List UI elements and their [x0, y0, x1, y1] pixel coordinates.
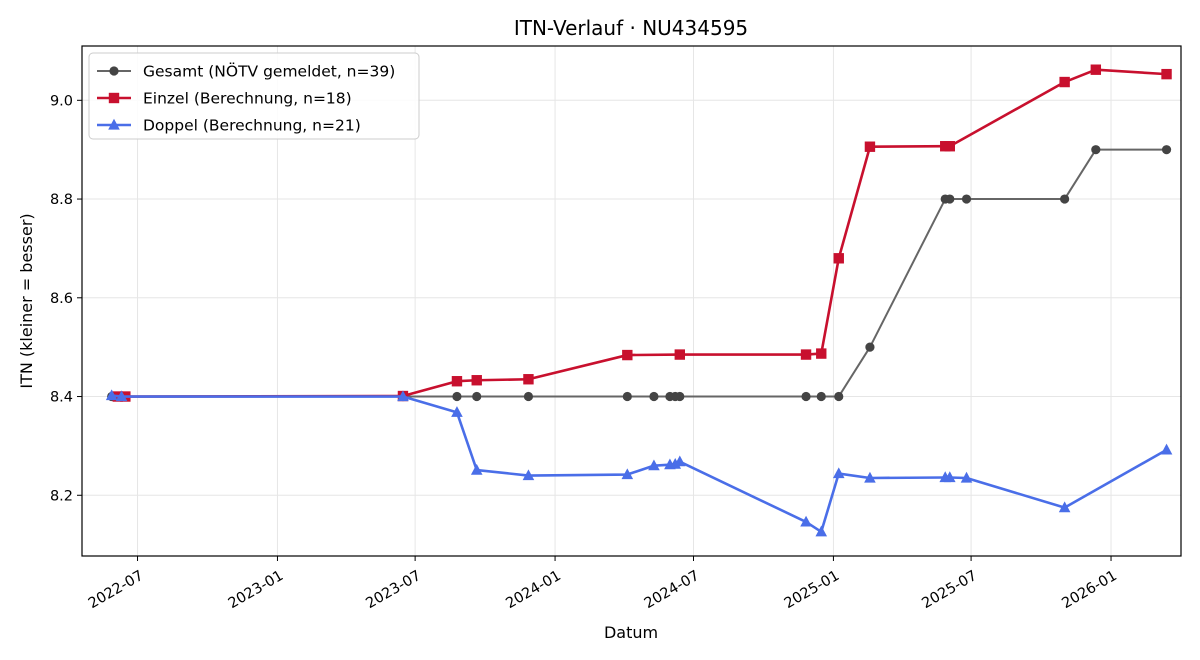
data-point [622, 391, 632, 402]
data-point [834, 391, 844, 402]
y-tick-label: 8.8 [50, 192, 73, 208]
data-point [673, 455, 686, 467]
data-point [961, 194, 972, 204]
legend: Gesamt (NÖTV gemeldet, n=39) Einzel (Bere… [88, 52, 420, 140]
series-1 [107, 145, 1172, 402]
data-point [816, 348, 827, 359]
legend-label: Einzel (Berechnung, n=18) [143, 90, 352, 108]
data-point [105, 389, 118, 401]
series-layer [105, 64, 1173, 537]
plot-frame [81, 45, 1182, 557]
data-point [523, 391, 534, 402]
data-point [622, 349, 633, 361]
data-point [864, 471, 876, 483]
legend-marker [108, 92, 120, 104]
legend-box [88, 52, 420, 140]
data-point [1058, 501, 1071, 513]
data-point [800, 349, 812, 360]
data-point [1090, 64, 1102, 75]
series-3 [105, 389, 1173, 537]
legend-marker [108, 118, 120, 130]
data-point [801, 391, 811, 402]
y-tick-label: 8.2 [50, 488, 73, 504]
data-point [470, 463, 483, 475]
data-point [960, 471, 973, 483]
data-point [397, 390, 409, 402]
data-point [1160, 443, 1173, 455]
data-point [648, 459, 660, 471]
data-point [943, 471, 956, 483]
y-tick-label: 8.6 [50, 291, 73, 307]
data-point [674, 349, 685, 360]
data-point [833, 253, 844, 264]
data-point [675, 391, 685, 402]
y-tick-label: 9.0 [50, 93, 73, 109]
data-point [451, 376, 463, 387]
data-point [816, 391, 826, 402]
data-point [944, 141, 955, 152]
data-point [815, 525, 828, 537]
data-point [865, 342, 875, 352]
data-point [523, 374, 534, 385]
data-point [945, 194, 955, 204]
data-point [115, 390, 128, 402]
data-point [1091, 145, 1101, 155]
data-point [472, 391, 482, 402]
chart-title: ITN-Verlauf · NU434595 [514, 16, 748, 40]
data-point [452, 391, 462, 402]
data-point [800, 515, 812, 527]
data-point [1161, 145, 1172, 155]
data-point [621, 468, 634, 480]
data-point [1060, 194, 1070, 204]
data-point [471, 375, 482, 386]
legend-marker [109, 66, 119, 76]
data-point [1059, 76, 1070, 88]
data-point [832, 467, 845, 479]
y-tick-label: 8.4 [50, 390, 73, 406]
data-point [1161, 68, 1172, 80]
x-axis-title: Datum [604, 623, 658, 642]
legend-label: Doppel (Berechnung, n=21) [143, 117, 361, 135]
legend-label: Gesamt (NÖTV gemeldet, n=39) [143, 62, 395, 81]
data-point [864, 141, 876, 152]
y-axis-title: ITN (kleiner = besser) [17, 213, 36, 388]
data-point [649, 391, 659, 402]
y-axis: 8.2 8.4 8.6 8.8 9.0 [50, 93, 82, 504]
data-point [451, 406, 463, 417]
data-point [522, 469, 535, 481]
